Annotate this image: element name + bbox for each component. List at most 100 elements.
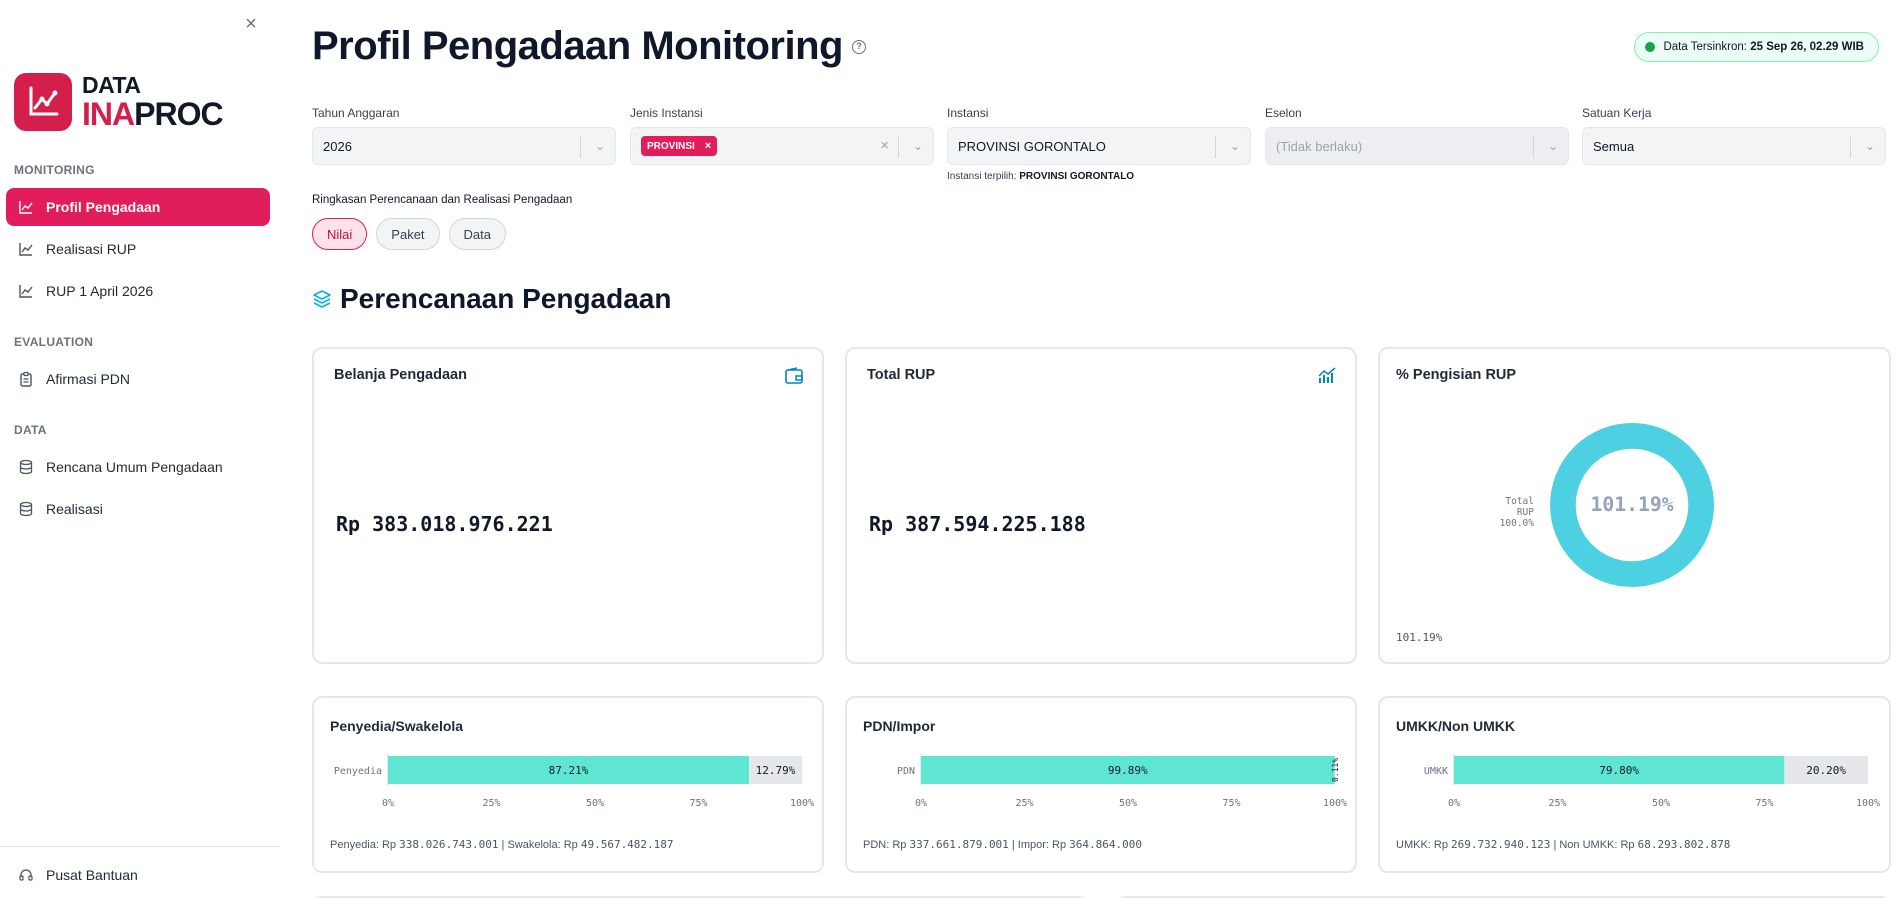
chevron-down-icon[interactable]: ⌄ [594, 139, 605, 153]
logo-chart-icon [14, 73, 72, 131]
select-value: (Tidak berlaku) [1276, 138, 1363, 154]
card-total-rup: Total RUP Rp 387.594.225.188 [845, 347, 1357, 664]
foot-value-b: 364.864.000 [1069, 838, 1143, 851]
belanja-value: Rp 383.018.976.221 [336, 512, 553, 536]
sidebar-item-label: RUP 1 April 2026 [46, 283, 154, 299]
data-label-secondary: 12.79% [756, 764, 796, 777]
logo-line-2: INAPROC [82, 96, 224, 132]
wallet-icon [785, 367, 803, 384]
category-label: UMKK [1424, 766, 1448, 777]
section-evaluation: EVALUATION [14, 335, 94, 349]
foot-label-a: UMKK: Rp [1396, 839, 1448, 851]
sidebar-item-rencana-umum[interactable]: Rencana Umum Pengadaan [6, 448, 270, 486]
sidebar-item-afirmasi-pdn[interactable]: Afirmasi PDN [6, 360, 270, 398]
logo[interactable]: DATA INAPROC [14, 72, 224, 132]
card-title: Belanja Pengadaan [334, 367, 467, 383]
donut-ring [1550, 423, 1714, 587]
instansi-select[interactable]: PROVINSI GORONTALO ⌄ [947, 127, 1251, 165]
foot-label-b: Swakelola: Rp [507, 839, 578, 851]
help-icon[interactable]: ? [852, 40, 866, 54]
data-label-primary: 87.21% [549, 764, 589, 777]
foot-separator: | [1553, 839, 1557, 851]
filter-label: Satuan Kerja [1582, 106, 1652, 120]
donut-center-label: 101.19% [1590, 493, 1673, 516]
sync-label: Data Tersinkron: 25 Sep 26, 02.29 WIB [1663, 41, 1864, 53]
logo-line-1: DATA [82, 72, 141, 98]
sync-status-dot [1645, 42, 1656, 52]
chevron-down-icon[interactable]: ⌄ [1229, 139, 1240, 153]
card-pdn-impor: PDN/Impor PDN 99.89% 0.11% 0% 25% 50% 75% 100% … [845, 696, 1357, 873]
select-value: PROVINSI GORONTALO [958, 138, 1106, 154]
data-label-primary: 79.80% [1599, 764, 1639, 777]
bar-segment-primary [921, 756, 1335, 784]
database-icon [19, 459, 33, 475]
chevron-down-icon[interactable]: ⌄ [912, 139, 923, 153]
sidebar-item-pusat-bantuan[interactable]: Pusat Bantuan [6, 856, 270, 894]
main-content: Profil Pengadaan Monitoring ? Data Tersi… [312, 0, 1891, 898]
sidebar-item-rup-1-april[interactable]: RUP 1 April 2026 [6, 272, 270, 310]
penyedia-bar-chart: Penyedia 87.21% 12.79% 0% 25% 50% 75% 100% [334, 754, 814, 809]
sidebar-item-label: Pusat Bantuan [46, 867, 138, 883]
jenis-instansi-select[interactable]: PROVINSI × × ⌄ [630, 127, 934, 165]
x-tick-label: 25% [482, 798, 500, 809]
filter-label: Jenis Instansi [630, 106, 703, 120]
pill-paket[interactable]: Paket [376, 218, 440, 250]
pdn-bar-chart: PDN 99.89% 0.11% 0% 25% 50% 75% 100% [897, 754, 1347, 809]
card-title: % Pengisian RUP [1396, 367, 1517, 383]
pill-data[interactable]: Data [448, 218, 507, 250]
x-tick-label: 50% [1652, 798, 1670, 809]
chevron-down-icon: ⌄ [1547, 139, 1558, 153]
umkk-bar-chart: UMKK 79.80% 20.20% 0% 25% 50% 75% 100% [1424, 754, 1880, 809]
total-rup-value: Rp 387.594.225.188 [869, 512, 1086, 536]
section-monitoring: MONITORING [14, 163, 95, 177]
x-tick-label: 75% [1755, 798, 1773, 809]
sidebar-item-label: Rencana Umum Pengadaan [46, 459, 223, 475]
bar-segment-primary [1454, 756, 1785, 784]
filter-jenis-instansi: Jenis Instansi PROVINSI × × ⌄ [630, 106, 934, 165]
select-divider [898, 136, 899, 158]
sidebar-item-realisasi-rup[interactable]: Realisasi RUP [6, 230, 270, 268]
remove-tag-icon[interactable]: × [704, 140, 712, 152]
sidebar-divider [0, 846, 280, 847]
foot-label-a: Penyedia: Rp [330, 839, 397, 851]
pill-nilai[interactable]: Nilai [312, 218, 368, 250]
helper-value: PROVINSI GORONTALO [1019, 171, 1135, 182]
x-tick-label: 50% [586, 798, 604, 809]
filter-satuan-kerja: Satuan Kerja Semua ⌄ [1582, 106, 1886, 165]
page-title: Profil Pengadaan Monitoring [312, 24, 843, 68]
legend-name: Total RUP [1505, 496, 1534, 518]
satuan-kerja-select[interactable]: Semua ⌄ [1582, 127, 1886, 165]
foot-value-a: 269.732.940.123 [1451, 838, 1551, 851]
close-sidebar-icon[interactable]: × [245, 13, 257, 35]
x-tick-label: 50% [1119, 798, 1137, 809]
sync-label-text: Data Tersinkron: [1663, 41, 1747, 53]
card-title: UMKK/Non UMKK [1396, 718, 1515, 734]
bar-foot: Penyedia: Rp 338.026.743.001 | Swakelola… [330, 838, 674, 851]
headset-icon [19, 869, 33, 881]
x-tick-label: 100% [1323, 798, 1347, 809]
data-label-secondary: 0.11% [1331, 758, 1340, 782]
sidebar-item-label: Profil Pengadaan [46, 199, 161, 215]
filter-instansi: Instansi PROVINSI GORONTALO ⌄ Instansi t… [947, 106, 1251, 182]
card-pengisian-rup: % Pengisian RUP 101.19% Total RUP 100.0% … [1378, 347, 1891, 664]
clear-icon[interactable]: × [880, 137, 889, 154]
select-divider [1215, 136, 1216, 158]
x-tick-label: 25% [1548, 798, 1566, 809]
logo-proc: PROC [134, 96, 223, 132]
x-tick-label: 0% [382, 798, 394, 809]
filter-tahun-anggaran: Tahun Anggaran 2026 ⌄ [312, 106, 616, 165]
eselon-select: (Tidak berlaku) ⌄ [1265, 127, 1569, 165]
card-title: Total RUP [867, 367, 936, 383]
tahun-anggaran-select[interactable]: 2026 ⌄ [312, 127, 616, 165]
bar-foot: UMKK: Rp 269.732.940.123 | Non UMKK: Rp … [1396, 838, 1730, 851]
section-heading: Perencanaan Pengadaan [312, 283, 671, 315]
sidebar-item-realisasi[interactable]: Realisasi [6, 490, 270, 528]
category-label: PDN [897, 766, 915, 777]
selected-tag-provinsi: PROVINSI × [641, 136, 718, 156]
legend-value: 100.0% [1499, 518, 1534, 529]
chart-line-icon [19, 243, 33, 256]
foot-value-b: 68.293.802.878 [1637, 838, 1731, 851]
chevron-down-icon[interactable]: ⌄ [1864, 139, 1875, 153]
sidebar: × DATA INAPROC MONITORING Profil Pengada… [0, 0, 280, 898]
sidebar-item-profil-pengadaan[interactable]: Profil Pengadaan [6, 188, 270, 226]
